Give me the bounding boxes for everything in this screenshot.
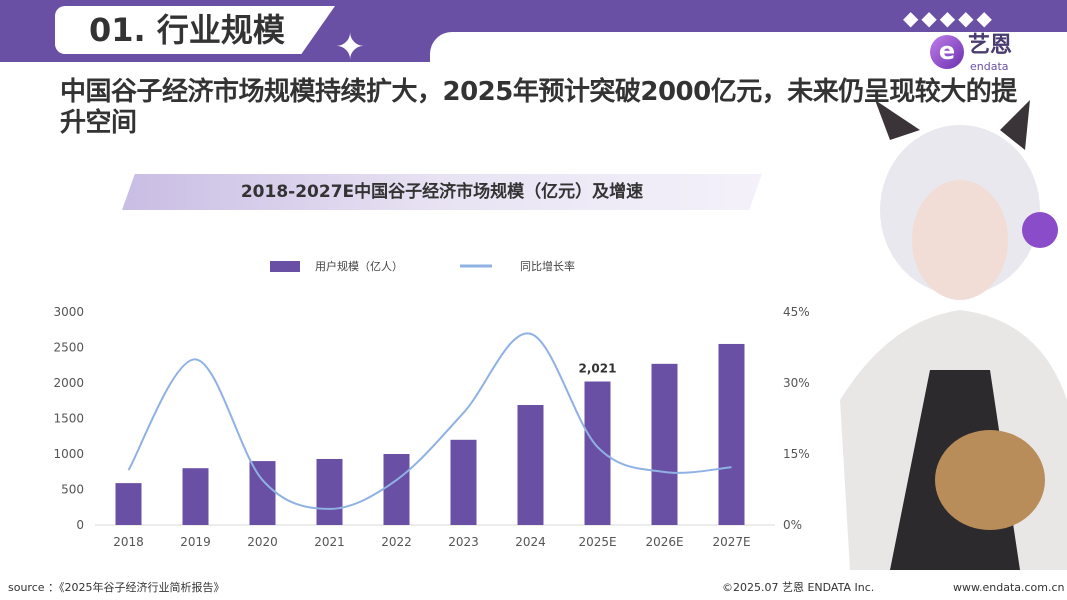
y-left-tick: 2500 bbox=[53, 341, 84, 355]
headline: 中国谷子经济市场规模持续扩大，2025年预计突破2000亿元，未来仍呈现较大的提… bbox=[60, 77, 1017, 138]
legend-bar-label: 用户规模（亿人） bbox=[315, 259, 403, 273]
sparkle-icon: ✦ bbox=[335, 27, 366, 68]
bar-2021 bbox=[316, 458, 343, 525]
bar-2025E bbox=[584, 381, 611, 525]
bar-2027E bbox=[718, 343, 745, 525]
y-left-tick: 0 bbox=[76, 518, 84, 532]
growth-rate-line bbox=[127, 332, 732, 510]
x-tick: 2021 bbox=[314, 535, 345, 549]
website-link[interactable]: www.endata.com.cn bbox=[953, 581, 1065, 594]
bar-2026E bbox=[651, 363, 678, 525]
y-right-tick: 30% bbox=[783, 376, 810, 390]
bar-2024 bbox=[517, 405, 544, 525]
source-note: source ：《2025年谷子经济行业简析报告》 bbox=[8, 581, 225, 594]
legend-bar-swatch bbox=[270, 261, 300, 272]
x-tick: 2023 bbox=[448, 535, 479, 549]
y-left-tick: 1000 bbox=[53, 447, 84, 461]
x-tick: 2018 bbox=[113, 535, 144, 549]
data-label: 2,021 bbox=[579, 362, 617, 376]
copyright: ©2025.07 艺恩 ENDATA Inc. bbox=[722, 581, 875, 594]
bar-2020 bbox=[249, 461, 276, 525]
character-illustration bbox=[840, 100, 1067, 570]
chart-title: 2018-2027E中国谷子经济市场规模（亿元）及增速 bbox=[240, 182, 644, 202]
legend-line-label: 同比增长率 bbox=[520, 259, 575, 273]
y-left-tick: 3000 bbox=[53, 305, 84, 319]
x-tick: 2027E bbox=[712, 535, 750, 549]
diamond-decoration-icon: ◆◆◆◆◆ bbox=[903, 6, 995, 30]
x-tick: 2022 bbox=[381, 535, 412, 549]
y-right-tick: 15% bbox=[783, 447, 810, 461]
bar-2023 bbox=[450, 439, 477, 525]
x-tick: 2019 bbox=[180, 535, 211, 549]
chart-title-banner: 2018-2027E中国谷子经济市场规模（亿元）及增速 bbox=[122, 174, 762, 210]
section-title: 01. 行业规模 bbox=[89, 11, 285, 49]
section-title-box: 01. 行业规模 bbox=[55, 6, 335, 54]
y-left-tick: 1500 bbox=[53, 412, 84, 426]
endata-logo: e 艺恩 endata bbox=[930, 33, 1040, 75]
x-tick: 2025E bbox=[578, 535, 616, 549]
bar-2018 bbox=[115, 483, 142, 525]
logo-cn: 艺恩 bbox=[968, 33, 1013, 58]
y-left-tick: 500 bbox=[61, 483, 84, 497]
x-tick: 2026E bbox=[645, 535, 683, 549]
bar-2019 bbox=[182, 468, 209, 525]
x-tick: 2024 bbox=[515, 535, 546, 549]
y-left-tick: 2000 bbox=[53, 376, 84, 390]
bar-2022 bbox=[383, 454, 410, 525]
y-right-tick: 0% bbox=[783, 518, 802, 532]
x-tick: 2020 bbox=[247, 535, 278, 549]
logo-e-icon: e bbox=[930, 35, 964, 69]
y-right-tick: 45% bbox=[783, 305, 810, 319]
logo-en: endata bbox=[970, 60, 1009, 73]
market-size-chart: 用户规模（亿人） 同比增长率 0 500 1000 1500 2000 2500 3000 0%… bbox=[53, 259, 810, 549]
